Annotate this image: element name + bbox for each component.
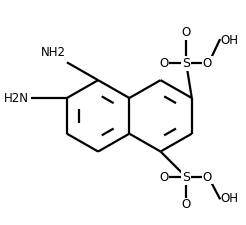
Text: S: S <box>182 171 190 184</box>
Text: O: O <box>203 171 212 184</box>
Text: O: O <box>203 57 212 70</box>
Text: O: O <box>159 57 169 70</box>
Text: O: O <box>182 26 191 39</box>
Text: O: O <box>159 171 169 184</box>
Text: S: S <box>182 57 190 70</box>
Text: OH: OH <box>221 192 239 205</box>
Text: O: O <box>182 198 191 211</box>
Text: OH: OH <box>221 34 239 47</box>
Text: NH2: NH2 <box>41 46 66 59</box>
Text: H2N: H2N <box>4 92 29 104</box>
